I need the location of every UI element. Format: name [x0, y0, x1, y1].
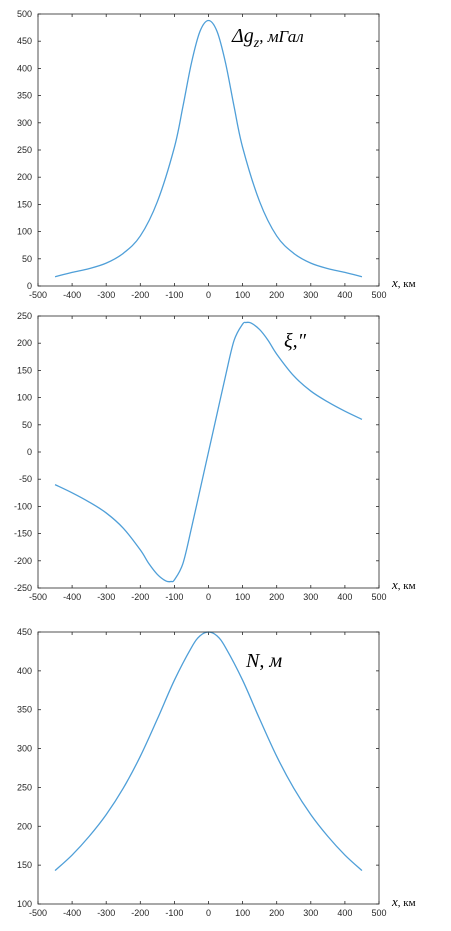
y-tick-label: 0 [27, 281, 32, 291]
y-tick-label: 500 [17, 9, 32, 19]
chart-3-series-line [54, 631, 363, 872]
x-tick-label: 100 [235, 908, 250, 918]
x-tick-label: 200 [269, 908, 284, 918]
x-tick-label: -200 [131, 290, 149, 300]
x-tick-label: -100 [165, 592, 183, 602]
x-tick-label: -300 [97, 290, 115, 300]
y-tick-label: 450 [17, 36, 32, 46]
x-tick-label: 500 [371, 592, 386, 602]
y-tick-label: 200 [17, 172, 32, 182]
y-tick-label: 200 [17, 338, 32, 348]
chart-1-quantity-symbol: Δg [231, 25, 254, 47]
x-tick-label: -500 [29, 592, 47, 602]
chart-3-x-var: x [391, 894, 398, 909]
chart-2-x-var: x [391, 577, 398, 592]
x-tick-label: 300 [303, 290, 318, 300]
chart-1-quantity-label: Δgz, мГал [231, 25, 304, 51]
x-tick-label: -400 [63, 592, 81, 602]
chart-1-quantity-subscript: z [253, 36, 260, 51]
x-tick-label: -400 [63, 290, 81, 300]
y-tick-label: 250 [17, 782, 32, 792]
chart-1-quantity-unit: , мГал [259, 27, 304, 46]
chart-1-axes-frame [37, 13, 380, 287]
chart-1-x-var: x [391, 275, 398, 290]
chart-2-x-axis-label: x, км [391, 577, 416, 592]
chart-2-quantity-label: ξ,″ [284, 330, 307, 352]
y-tick-label: 50 [22, 420, 32, 430]
chart-3-x-axis-label: x, км [391, 894, 416, 909]
y-tick-label: 50 [22, 254, 32, 264]
x-tick-label: 0 [206, 290, 211, 300]
y-tick-label: 400 [17, 666, 32, 676]
x-tick-label: 400 [337, 290, 352, 300]
x-tick-label: 0 [206, 908, 211, 918]
y-tick-label: -150 [14, 529, 32, 539]
x-tick-label: 200 [269, 592, 284, 602]
x-tick-label: 500 [371, 290, 386, 300]
chart-2-series-line [54, 321, 363, 583]
x-tick-label: 300 [303, 908, 318, 918]
chart-1-x-axis-label: x, км [391, 275, 416, 290]
x-tick-label: -100 [165, 290, 183, 300]
y-tick-label: 150 [17, 860, 32, 870]
y-tick-label: 0 [27, 447, 32, 457]
x-tick-label: 300 [303, 592, 318, 602]
x-tick-label: -100 [165, 908, 183, 918]
chart-geoid-height: -500 -400 -300 -200 -100 0 100 200 300 400 500 100 1… [17, 627, 416, 918]
chart-gravity-anomaly: -500 -400 -300 -200 -100 0 100 200 300 400 500 0 50 1… [17, 9, 416, 300]
y-tick-label: 250 [17, 145, 32, 155]
y-tick-label: 100 [17, 393, 32, 403]
y-tick-label: 100 [17, 227, 32, 237]
y-tick-label: 200 [17, 821, 32, 831]
chart-3-x-unit: , км [398, 897, 416, 909]
y-tick-label: 150 [17, 199, 32, 209]
y-tick-label: -50 [19, 474, 32, 484]
x-tick-label: -500 [29, 908, 47, 918]
y-tick-label: 400 [17, 63, 32, 73]
y-tick-label: 300 [17, 118, 32, 128]
y-tick-label: -100 [14, 501, 32, 511]
y-tick-label: 150 [17, 365, 32, 375]
x-tick-label: 500 [371, 908, 386, 918]
chart-3-axes-frame [37, 631, 380, 905]
x-tick-label: -500 [29, 290, 47, 300]
x-tick-label: 200 [269, 290, 284, 300]
chart-2-x-unit: , км [398, 580, 416, 592]
chart-1-series-line [54, 19, 363, 278]
x-tick-label: -300 [97, 908, 115, 918]
chart-deflection: -500 -400 -300 -200 -100 0 100 200 300 400 500-250… [14, 311, 416, 602]
x-tick-label: -200 [131, 908, 149, 918]
x-tick-label: 400 [337, 592, 352, 602]
x-tick-label: 100 [235, 592, 250, 602]
y-tick-label: 300 [17, 744, 32, 754]
x-tick-label: -300 [97, 592, 115, 602]
x-tick-label: -400 [63, 908, 81, 918]
chart-3-ticks: -500 -400 -300 -200 -100 0 100 200 300 400 500 100 1… [17, 627, 387, 918]
y-tick-label: 100 [17, 899, 32, 909]
y-tick-label: 450 [17, 627, 32, 637]
y-tick-label: -250 [14, 583, 32, 593]
x-tick-label: 100 [235, 290, 250, 300]
y-tick-label: 350 [17, 705, 32, 715]
chart-2-ticks: -500 -400 -300 -200 -100 0 100 200 300 400 500-250… [14, 311, 387, 602]
y-tick-label: -200 [14, 556, 32, 566]
y-tick-label: 350 [17, 91, 32, 101]
y-tick-label: 250 [17, 311, 32, 321]
x-tick-label: 400 [337, 908, 352, 918]
chart-3-quantity-label: N, м [245, 650, 282, 672]
x-tick-label: -200 [131, 592, 149, 602]
chart-1-x-unit: , км [398, 278, 416, 290]
x-tick-label: 0 [206, 592, 211, 602]
chart-2-axes-frame [37, 315, 380, 589]
chart-1-ticks: -500 -400 -300 -200 -100 0 100 200 300 400 500 0 50 1… [17, 9, 387, 300]
